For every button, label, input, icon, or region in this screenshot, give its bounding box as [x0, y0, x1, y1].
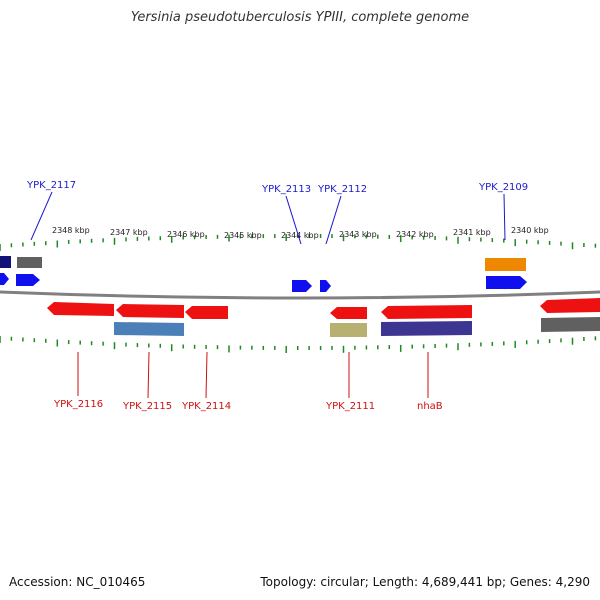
- gene-arrow-darknavy[interactable]: [0, 256, 11, 268]
- genome-summary-text: Topology: circular; Length: 4,689,441 bp…: [260, 575, 590, 589]
- reverse-strand-features: [47, 298, 600, 337]
- inner-tick-ring: [0, 336, 597, 353]
- gene-box-orange[interactable]: [485, 258, 526, 271]
- gene-label-ypk2116[interactable]: YPK_2116: [53, 399, 103, 410]
- gene-label-ypk2113[interactable]: YPK_2113: [261, 184, 311, 195]
- gene-box-navy[interactable]: [381, 321, 472, 336]
- gene-arrow-ypk2115[interactable]: [116, 304, 184, 318]
- scale-label-2346: 2346 kbp: [167, 230, 205, 239]
- genome-backbone: [0, 290, 600, 300]
- gene-label-ypk2117[interactable]: YPK_2117: [26, 180, 76, 191]
- top-gene-labels: YPK_2117 YPK_2113 YPK_2112 YPK_2109: [26, 180, 528, 245]
- gene-arrow-ypk2114[interactable]: [185, 306, 228, 319]
- leader-line-ypk2112: [325, 195, 342, 245]
- gene-label-ypk2114[interactable]: YPK_2114: [181, 401, 231, 412]
- gene-arrow-ypk2111[interactable]: [330, 307, 367, 319]
- scale-label-2342: 2342 kbp: [396, 230, 434, 239]
- bottom-gene-labels: YPK_2116 YPK_2115 YPK_2114 YPK_2111 nhaB: [53, 351, 443, 412]
- map-title: Yersinia pseudotuberculosis YPIII, compl…: [130, 10, 470, 25]
- gene-arrow-ypk2113[interactable]: [292, 280, 312, 292]
- leader-line-ypk2113: [285, 195, 302, 245]
- gene-box-gray-right[interactable]: [541, 317, 600, 332]
- scale-label-2341: 2341 kbp: [453, 228, 491, 237]
- gene-label-ypk2115[interactable]: YPK_2115: [122, 401, 172, 412]
- scale-label-2340: 2340 kbp: [511, 226, 549, 235]
- gene-box-olive[interactable]: [330, 323, 367, 337]
- gene-label-ypk2109[interactable]: YPK_2109: [478, 182, 528, 193]
- gene-arrow-ypk2116[interactable]: [47, 302, 114, 316]
- leader-line-ypk2115: [147, 351, 150, 399]
- scale-label-2344: 2344 kbp: [281, 231, 319, 240]
- scale-label-2348: 2348 kbp: [52, 226, 90, 235]
- forward-strand-features: [0, 256, 527, 292]
- gene-arrow-ypk2117[interactable]: [16, 274, 40, 286]
- gene-arrow-ypk2109[interactable]: [486, 276, 527, 289]
- scale-label-2347: 2347 kbp: [110, 228, 148, 237]
- gene-arrow-edge-left[interactable]: [0, 273, 9, 285]
- scale-labels: 2348 kbp 2347 kbp 2346 kbp 2345 kbp 2344…: [52, 226, 549, 240]
- gene-arrow-gray[interactable]: [17, 257, 42, 268]
- gene-label-nhab[interactable]: nhaB: [417, 401, 443, 412]
- scale-label-2343: 2343 kbp: [339, 230, 377, 239]
- scale-label-2345: 2345 kbp: [224, 231, 262, 240]
- leader-line-ypk2114: [205, 351, 208, 399]
- gene-arrow-edge-right[interactable]: [540, 298, 600, 313]
- gene-label-ypk2111[interactable]: YPK_2111: [325, 401, 375, 412]
- gene-box-steelblue[interactable]: [114, 322, 184, 336]
- accession-text: Accession: NC_010465: [9, 575, 146, 589]
- leader-line-ypk2117: [30, 191, 53, 241]
- leader-line-ypk2109: [503, 193, 506, 241]
- gene-label-ypk2112[interactable]: YPK_2112: [317, 184, 367, 195]
- gene-arrow-nhab[interactable]: [381, 305, 472, 319]
- gene-arrow-ypk2112[interactable]: [320, 280, 331, 292]
- outer-tick-ring: [0, 234, 597, 251]
